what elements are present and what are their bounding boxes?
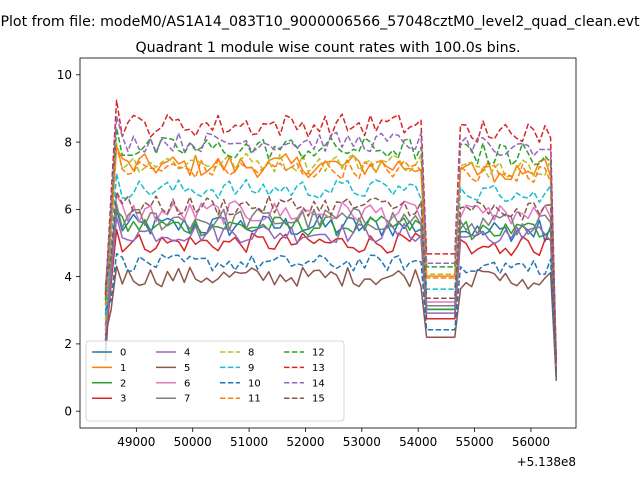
y-tick-label: 10 <box>57 68 72 82</box>
y-tick-label: 2 <box>64 337 72 351</box>
series-line-8 <box>104 142 558 368</box>
y-tick-label: 8 <box>64 135 72 149</box>
y-tick-label: 6 <box>64 203 72 217</box>
legend-label-8: 8 <box>248 348 254 359</box>
legend-label-5: 5 <box>184 363 190 374</box>
figure-suptitle: Plot from file: modeM0/AS1A14_083T10_900… <box>0 14 640 30</box>
x-tick-label: 52000 <box>286 435 324 449</box>
legend-label-10: 10 <box>248 378 261 389</box>
series-line-9 <box>104 172 558 371</box>
legend-label-1: 1 <box>120 363 126 374</box>
x-tick-label: 49000 <box>117 435 155 449</box>
legend-label-2: 2 <box>120 378 126 389</box>
x-tick-label: 56000 <box>512 435 550 449</box>
x-offset-label: +5.138e8 <box>517 455 576 469</box>
y-tick-label: 4 <box>64 270 72 284</box>
legend-label-14: 14 <box>312 378 325 389</box>
y-axis: 0 2 4 6 8 10 <box>57 68 80 418</box>
series-line-10 <box>104 252 558 378</box>
series-line-4 <box>104 216 558 375</box>
x-tick-label: 53000 <box>343 435 381 449</box>
legend-label-11: 11 <box>248 394 261 405</box>
chart-title: Quadrant 1 module wise count rates with … <box>135 40 520 56</box>
legend-box <box>85 340 345 422</box>
series-line-5 <box>104 265 558 381</box>
series-line-11 <box>104 145 558 368</box>
legend-label-4: 4 <box>184 348 190 359</box>
legend-label-7: 7 <box>184 394 190 405</box>
legend-label-15: 15 <box>312 394 325 405</box>
series-line-14 <box>104 115 558 365</box>
legend-label-3: 3 <box>120 394 126 405</box>
legend-label-13: 13 <box>312 363 325 374</box>
x-tick-label: 54000 <box>399 435 437 449</box>
x-axis: 49000 50000 51000 52000 53000 54000 55000 56000 <box>117 428 550 449</box>
y-tick-label: 0 <box>64 404 72 418</box>
x-tick-label: 51000 <box>230 435 268 449</box>
legend-label-9: 9 <box>248 363 254 374</box>
series-line-2 <box>104 209 558 375</box>
series-line-15 <box>104 191 558 371</box>
legend-label-12: 12 <box>312 348 325 359</box>
series-line-3 <box>104 228 558 378</box>
legend-label-6: 6 <box>184 378 190 389</box>
series-line-12 <box>104 127 558 365</box>
plot-frame <box>79 57 577 429</box>
legend-label-0: 0 <box>120 348 126 359</box>
x-tick-label: 55000 <box>455 435 493 449</box>
series-layer <box>104 99 558 381</box>
x-tick-label: 50000 <box>174 435 212 449</box>
